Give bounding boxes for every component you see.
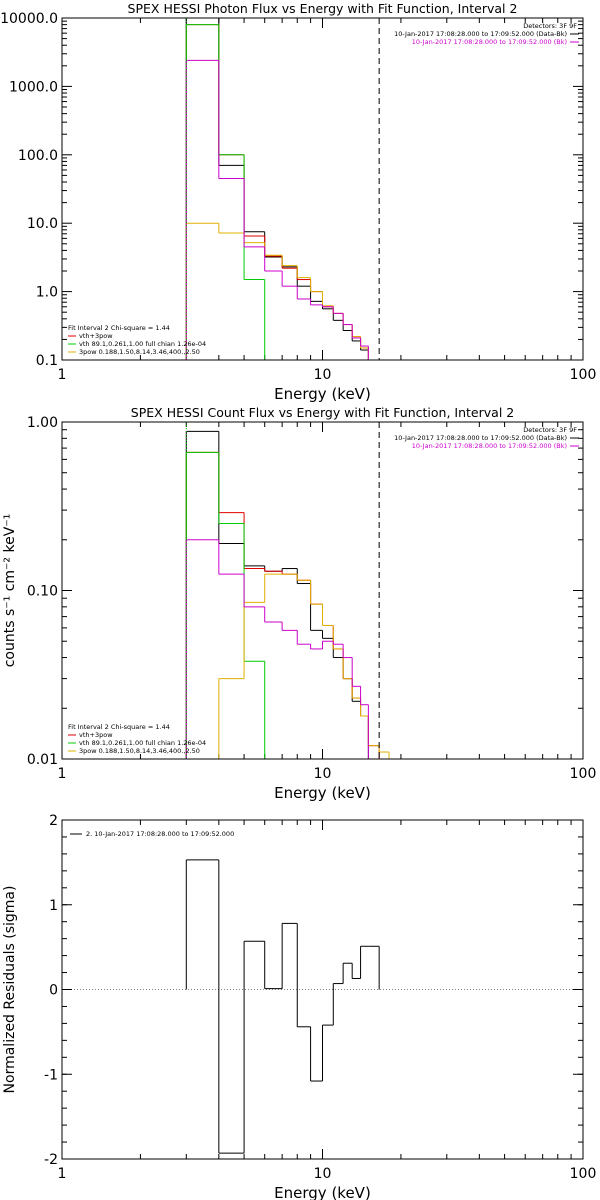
x-tick-label: 10 — [314, 1166, 332, 1182]
y-tick-label: 1.0 — [36, 285, 58, 301]
y-tick-label: 1.00 — [27, 415, 58, 431]
legend: Fit Interval 2 Chi-square = 1.44vth+3pow… — [68, 324, 206, 356]
y-tick-label: 0 — [49, 983, 58, 999]
x-axis-label: Energy (keV) — [274, 385, 371, 403]
series-3 — [185, 24, 266, 360]
series-1 — [185, 430, 369, 759]
x-tick-label: 1 — [58, 1166, 67, 1182]
series-3 — [185, 451, 266, 759]
legend-entry: vth+3pow — [79, 332, 113, 340]
legend-entry: Fit Interval 2 Chi-square = 1.44 — [68, 723, 170, 731]
plot-area — [185, 422, 390, 759]
y-tick-label: 0.01 — [27, 752, 58, 768]
y-tick-label: 1 — [49, 898, 58, 914]
x-axis: 1 10 100 — [58, 820, 597, 1182]
plot-frame — [61, 17, 584, 361]
chart-panel-2: SPEX HESSI Count Flux vs Energy with Fit… — [2, 405, 597, 802]
legend-entry: vth 89.1,0.261,1.00 full chian 1.26e-04 — [79, 739, 206, 747]
y-axis-label: counts s⁻¹ cm⁻² keV⁻¹ — [2, 514, 18, 668]
x-axis: 1 10 100 — [58, 422, 597, 782]
x-tick-label: 100 — [570, 1166, 597, 1182]
x-tick-label: 10 — [314, 367, 332, 383]
y-tick-label: 2 — [49, 813, 58, 829]
y-tick-label: -2 — [44, 1152, 58, 1168]
y-axis-label: Normalized Residuals (sigma) — [2, 886, 18, 1094]
legend-entry: 3pow 0.188,1.50,8.14,3.46,400.,2.50 — [79, 348, 200, 356]
legend-entry: 2. 10-Jan-2017 17:08:28.000 to 17:09:52.… — [86, 830, 234, 838]
y-tick-label: 100.0 — [18, 148, 58, 164]
y-axis: 0.1 1.0 10.0 100.0 1000.0 10000.0 — [0, 11, 583, 369]
chart-title: SPEX HESSI Photon Flux vs Energy with Fi… — [128, 1, 518, 16]
x-axis-label: Energy (keV) — [274, 1184, 371, 1200]
legend: 2. 10-Jan-2017 17:08:28.000 to 17:09:52.… — [70, 830, 234, 838]
series-1 — [185, 18, 369, 360]
plot-area — [62, 859, 583, 1154]
plot-frame — [61, 421, 584, 760]
series-2 — [185, 451, 380, 759]
chart-title: SPEX HESSI Count Flux vs Energy with Fit… — [131, 405, 514, 420]
series-2 — [185, 24, 380, 360]
series-4 — [185, 222, 389, 360]
header-line: 10-Jan-2017 17:08:28.000 to 17:09:52.000… — [412, 442, 567, 450]
plot-frame — [61, 819, 584, 1160]
y-tick-label: 10.0 — [27, 216, 58, 232]
plot-area — [185, 18, 389, 360]
y-tick-label: 0.1 — [36, 353, 58, 369]
chart-panel-1: SPEX HESSI Photon Flux vs Energy with Fi… — [0, 1, 597, 403]
x-tick-label: 100 — [570, 766, 597, 782]
legend-entry: 3pow 0.188,1.50,8.14,3.46,400.,2.50 — [79, 747, 200, 755]
x-tick-label: 1 — [58, 367, 67, 383]
series-5 — [185, 539, 369, 759]
header-line: Detectors: 3F 9F — [523, 22, 577, 30]
y-axis: -2 -1 0 1 2 — [44, 813, 583, 1168]
x-tick-label: 1 — [58, 766, 67, 782]
header-line: Detectors: 3F 9F — [523, 426, 577, 434]
legend-entry: vth 89.1,0.261,1.00 full chian 1.26e-04 — [79, 340, 206, 348]
x-tick-label: 100 — [570, 367, 597, 383]
header-line: 10-Jan-2017 17:08:28.000 to 17:09:52.000… — [412, 38, 567, 46]
y-axis: 0.01 0.10 1.00 — [27, 415, 583, 768]
series-1 — [185, 859, 380, 1154]
y-tick-label: 1000.0 — [9, 79, 58, 95]
legend: Fit Interval 2 Chi-square = 1.44vth+3pow… — [68, 723, 206, 755]
legend-entry: vth+3pow — [79, 731, 113, 739]
y-tick-label: 10000.0 — [0, 11, 58, 27]
chart-panel-3: 1 10 100 Energy (keV) -2 -1 0 1 2 Normalized Resi… — [2, 813, 596, 1200]
x-tick-label: 10 — [314, 766, 332, 782]
series-4 — [218, 573, 390, 759]
x-axis-label: Energy (keV) — [274, 784, 371, 802]
header-line: 10-Jan-2017 17:08:28.000 to 17:09:52.000… — [394, 30, 567, 38]
y-tick-label: -1 — [44, 1067, 58, 1083]
header-line: 10-Jan-2017 17:08:28.000 to 17:09:52.000… — [394, 434, 567, 442]
legend-entry: Fit Interval 2 Chi-square = 1.44 — [68, 324, 170, 332]
series-5 — [185, 59, 369, 360]
y-tick-label: 0.10 — [27, 584, 58, 600]
